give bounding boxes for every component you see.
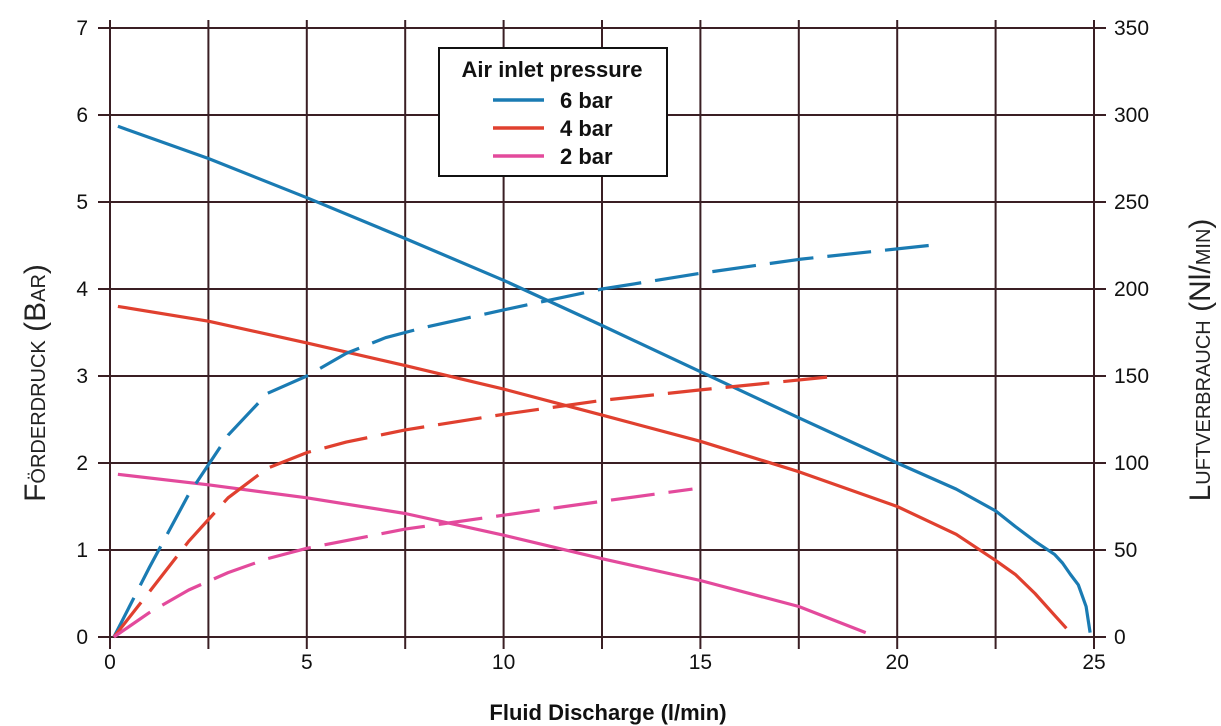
y-left-tick-label: 2 [76,452,88,475]
y-right-tick-label: 0 [1114,626,1126,649]
series-6-bar-pressure-line [117,124,1092,633]
y-axis-label-right: LUFTVERBRAUCH (Nl/MIN) [1184,219,1217,502]
y-left-tick-label: 3 [76,365,88,388]
y-left-tick-label: 5 [76,191,88,214]
y-right-tick-label: 150 [1114,365,1149,388]
legend: Air inlet pressure 6 bar 4 bar 2 bar [438,47,668,177]
series-4-bar-air-consumption-line [112,374,839,638]
y-left-tick-label: 7 [76,17,88,40]
y-left-tick-label: 1 [76,539,88,562]
x-tick-label: 15 [689,651,712,674]
series-6-bar-air-consumption-line [112,243,929,638]
legend-box [438,47,668,177]
y-axis-label-left: FÖRDERDRUCK (BAR) [19,264,52,502]
legend-title: Air inlet pressure [462,57,643,82]
y-right-tick-label: 100 [1114,452,1149,475]
legend-entry-label: 6 bar [560,88,613,113]
x-axis-label: Fluid Discharge (l/min) [489,700,726,725]
series-2-bar-air-consumption-line [112,487,693,639]
y-left-tick-label: 6 [76,104,88,127]
x-tick-label: 20 [886,651,909,674]
y-right-tick-label: 350 [1114,17,1149,40]
y-left-tick-label: 4 [76,278,88,301]
x-tick-label: 10 [492,651,515,674]
y-right-tick-label: 250 [1114,191,1149,214]
y-right-tick-label: 50 [1114,539,1137,562]
series-lines [112,124,1092,639]
y-right-tick-label: 300 [1114,104,1149,127]
x-tick-label: 25 [1082,651,1105,674]
series-4-bar-pressure-line [117,304,1068,630]
y-right-tick-label: 200 [1114,278,1149,301]
y-left-tick-label: 0 [76,626,88,649]
x-tick-label: 0 [104,651,116,674]
x-tick-label: 5 [301,651,313,674]
legend-entry-label: 4 bar [560,116,613,141]
legend-entry-label: 2 bar [560,144,613,169]
